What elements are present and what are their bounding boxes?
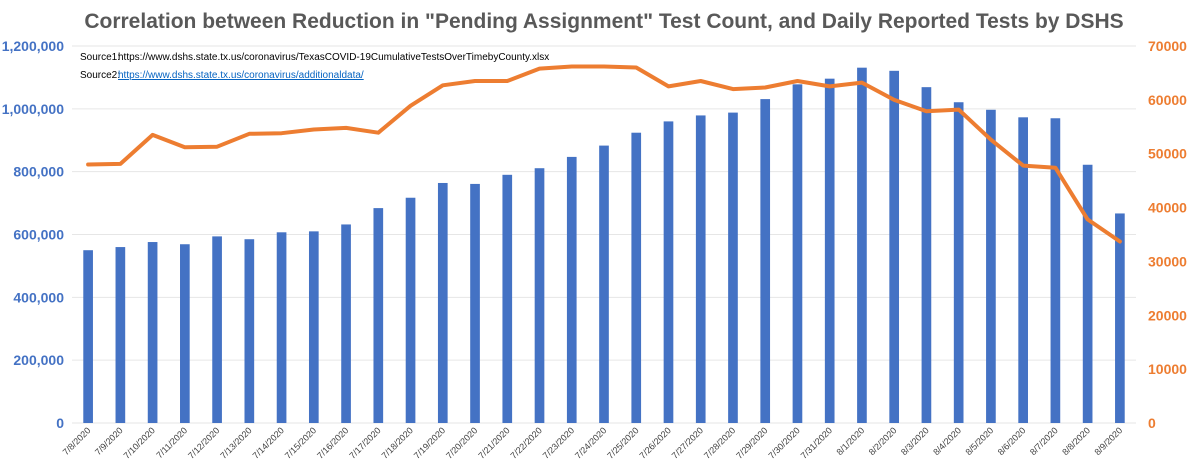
bar (696, 115, 706, 423)
left-axis-tick-label: 1,000,000 (2, 101, 64, 117)
bar (857, 68, 867, 423)
x-axis-tick-label: 7/18/2020 (380, 425, 415, 460)
x-axis-tick-label: 7/15/2020 (283, 425, 318, 460)
left-axis-tick-label: 1,200,000 (2, 38, 64, 54)
x-axis-tick-label: 7/26/2020 (638, 425, 673, 460)
bar (180, 244, 190, 423)
bar (825, 79, 835, 423)
x-axis-tick-label: 7/25/2020 (605, 425, 640, 460)
right-axis-tick-label: 70000 (1148, 38, 1187, 54)
x-axis-tick-label: 7/11/2020 (154, 425, 189, 460)
source2-link[interactable]: https://www.dshs.state.tx.us/coronavirus… (118, 70, 364, 81)
bar (535, 168, 545, 423)
bar (986, 110, 996, 423)
x-axis-tick-label: 8/1/2020 (835, 425, 867, 457)
x-axis-tick-label: 7/17/2020 (347, 425, 382, 460)
bar (438, 183, 448, 423)
x-axis-tick-label: 8/9/2020 (1092, 425, 1124, 457)
x-axis-tick-label: 7/23/2020 (541, 425, 576, 460)
bar (212, 236, 222, 423)
bar (373, 208, 383, 423)
x-axis-tick-label: 7/31/2020 (799, 425, 834, 460)
x-axis-tick-label: 7/24/2020 (573, 425, 608, 460)
x-axis-tick-label: 7/16/2020 (315, 425, 350, 460)
bar (889, 71, 899, 423)
bar (116, 247, 126, 423)
bar (793, 84, 803, 423)
right-axis-tick-label: 60000 (1148, 92, 1187, 108)
x-axis-tick-label: 8/6/2020 (996, 425, 1028, 457)
bar (83, 250, 93, 423)
left-axis-tick-label: 200,000 (13, 352, 64, 368)
x-axis-tick-label: 7/19/2020 (412, 425, 447, 460)
source-notes: Source1: https://www.dshs.state.tx.us/co… (80, 52, 549, 81)
bar (406, 198, 416, 423)
bar (728, 113, 738, 423)
source1-label: Source1: (80, 52, 120, 63)
chart-title: Correlation between Reduction in "Pendin… (84, 10, 1123, 33)
left-axis-tick-label: 800,000 (13, 164, 64, 180)
right-axis-tick-label: 50000 (1148, 146, 1187, 162)
x-axis-tick-label: 7/29/2020 (734, 425, 769, 460)
left-axis-tick-label: 400,000 (13, 289, 64, 305)
x-axis-tick-label: 8/7/2020 (1028, 425, 1060, 457)
right-axis: 0 10000 20000 30000 40000 50000 60000 70000 (1148, 38, 1187, 431)
right-axis-tick-label: 0 (1148, 415, 1156, 431)
bar (277, 232, 287, 423)
x-axis-tick-label: 8/3/2020 (899, 425, 931, 457)
bar (244, 239, 254, 423)
x-axis-tick-label: 7/14/2020 (251, 425, 286, 460)
x-axis-tick-label: 8/2/2020 (867, 425, 899, 457)
x-axis-tick-label: 7/30/2020 (766, 425, 801, 460)
x-axis-tick-label: 7/10/2020 (122, 425, 157, 460)
right-axis-tick-label: 40000 (1148, 200, 1187, 216)
bar (1083, 165, 1093, 423)
source2-label: Source2: (80, 70, 120, 81)
left-axis-tick-label: 0 (56, 415, 64, 431)
x-axis-tick-label: 8/5/2020 (963, 425, 995, 457)
bar (502, 175, 512, 423)
bar (567, 157, 577, 423)
right-axis-tick-label: 30000 (1148, 253, 1187, 269)
bar (922, 87, 932, 423)
x-axis-tick-label: 8/8/2020 (1060, 425, 1092, 457)
x-axis-tick-label: 7/21/2020 (476, 425, 511, 460)
left-axis-tick-label: 600,000 (13, 227, 64, 243)
x-axis-tick-label: 7/13/2020 (218, 425, 253, 460)
x-axis-tick-label: 7/28/2020 (702, 425, 737, 460)
bar (664, 121, 674, 423)
bar (599, 146, 609, 423)
right-axis-tick-label: 20000 (1148, 307, 1187, 323)
right-axis-tick-label: 10000 (1148, 361, 1187, 377)
x-axis-tick-label: 7/9/2020 (93, 425, 125, 457)
x-axis-tick-label: 7/12/2020 (186, 425, 221, 460)
bar (148, 242, 158, 423)
bar (341, 224, 351, 423)
left-axis: 0 200,000 400,000 600,000 800,000 1,000,000 1,… (2, 38, 65, 431)
bar (954, 102, 964, 423)
bar (631, 133, 641, 423)
x-axis-tick-label: 8/4/2020 (931, 425, 963, 457)
x-axis-tick-label: 7/22/2020 (509, 425, 544, 460)
bar (760, 99, 770, 423)
source1-text: https://www.dshs.state.tx.us/coronavirus… (118, 52, 549, 63)
bar (1115, 213, 1125, 423)
bar (470, 184, 480, 423)
bar (1051, 118, 1061, 423)
x-axis-tick-label: 7/20/2020 (444, 425, 479, 460)
x-axis-tick-label: 7/27/2020 (670, 425, 705, 460)
x-axis-tick-label: 7/8/2020 (61, 425, 93, 457)
bar (309, 231, 319, 423)
